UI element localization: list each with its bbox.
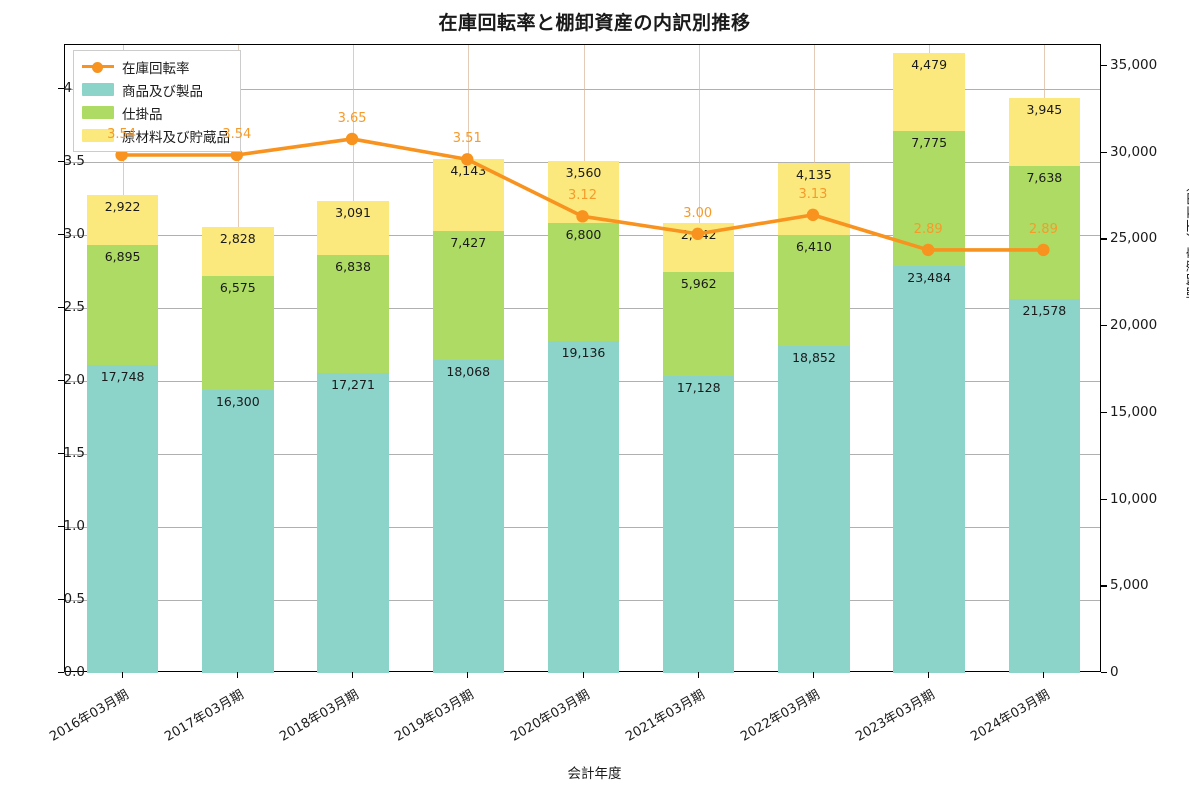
x-axis-tick-mark [582, 672, 584, 678]
legend-item[interactable]: 商品及び製品 [82, 80, 230, 100]
x-axis-tick-label: 2022年03月期 [738, 687, 823, 745]
y-axis-left-tick-label: 2.5 [63, 298, 85, 315]
x-axis-tick-mark [812, 672, 814, 678]
legend-color-swatch-icon [82, 129, 114, 142]
y-axis-right-tick-mark [1101, 151, 1107, 153]
legend-item-label: 商品及び製品 [122, 83, 203, 100]
y-axis-left-tick-mark [58, 87, 64, 90]
x-axis-tick-mark [1043, 672, 1045, 678]
y-axis-left-tick-mark [58, 306, 64, 309]
bar-segment [317, 254, 389, 374]
legend-item[interactable]: 原材料及び貯蔵品 [82, 126, 230, 146]
legend-item[interactable]: 仕掛品 [82, 103, 230, 123]
x-axis-tick-label: 2016年03月期 [46, 687, 132, 745]
x-axis-tick-label: 2017年03月期 [162, 687, 247, 745]
x-axis-tick-label: 2023年03月期 [853, 687, 938, 745]
bar-segment [893, 265, 965, 673]
bar-segment [317, 373, 389, 673]
bar-segment [778, 234, 850, 346]
y-axis-right-tick-label: 30,000 [1110, 143, 1158, 160]
y-axis-right-tick-label: 25,000 [1110, 230, 1158, 247]
y-axis-left-tick-label: 3.5 [63, 152, 85, 169]
legend-item-label: 仕掛品 [122, 106, 163, 123]
bar-segment [202, 276, 274, 391]
y-axis-left-tick-label: 2.0 [63, 371, 85, 388]
y-axis-left-tick-mark [58, 672, 64, 674]
x-axis-tick-label: 2024年03月期 [968, 687, 1053, 745]
y-axis-left-tick-mark [58, 452, 64, 455]
y-axis-left-tick-label: 3.0 [63, 225, 85, 242]
x-axis-tick-mark [352, 672, 354, 678]
y-axis-right-tick-mark [1101, 498, 1107, 500]
y-axis-right-tick-mark [1101, 238, 1107, 240]
y-axis-left-tick-label: 0.0 [63, 664, 85, 680]
legend-item-label: 原材料及び貯蔵品 [122, 129, 230, 146]
x-axis-tick-mark [121, 672, 123, 678]
x-axis-tick-label: 2018年03月期 [277, 687, 362, 745]
y-axis-right-tick-mark [1101, 325, 1107, 327]
y-axis-left-tick-label: 0.5 [63, 590, 85, 607]
y-axis-right-tick-label: 20,000 [1110, 317, 1158, 334]
y-axis-left-tick-label: 1.0 [63, 517, 85, 534]
bar-segment [778, 163, 850, 235]
bar-segment [547, 341, 620, 673]
x-axis-tick-label: 2020年03月期 [507, 687, 592, 745]
y-axis-right-tick-mark [1101, 411, 1107, 414]
y-axis-left-tick-mark [58, 233, 64, 236]
bar-segment [547, 161, 620, 224]
bar-segment [202, 390, 274, 673]
bar-segment [1008, 97, 1081, 167]
y-axis-right-tick-mark [1101, 585, 1107, 587]
y-axis-right-tick-label: 10,000 [1110, 490, 1158, 507]
x-axis-tick-mark [697, 672, 699, 678]
bar-segment [432, 158, 504, 231]
bar-segment [663, 272, 735, 376]
y-axis-right-tick-label: 0 [1110, 664, 1119, 680]
y-axis-right-label: 棚卸資産（百万円） [1186, 178, 1189, 301]
y-axis-left-tick-label: 1.5 [63, 444, 85, 461]
bar-segment [202, 227, 274, 277]
legend-item-label: 在庫回転率 [122, 60, 190, 77]
bar-segment [432, 230, 504, 360]
x-axis-tick-mark [236, 672, 238, 678]
gridline-horizontal [65, 88, 1100, 90]
x-axis-tick-mark [467, 672, 469, 678]
y-axis-right-tick-mark [1101, 672, 1107, 674]
legend-line-marker-icon [82, 60, 114, 73]
bar-segment [778, 345, 850, 673]
bar-segment [663, 375, 735, 673]
y-axis-right-tick-label: 5,000 [1110, 577, 1149, 594]
x-axis-label: 会計年度 [567, 766, 622, 782]
y-axis-right-tick-mark [1101, 64, 1107, 67]
bar-segment [1008, 298, 1081, 673]
y-axis-left-tick-mark [58, 525, 64, 528]
y-axis-right-tick-label: 15,000 [1110, 403, 1158, 420]
legend-color-swatch-icon [82, 106, 114, 119]
chart-legend: 在庫回転率商品及び製品 仕掛品原材料及び貯蔵品 [73, 50, 241, 152]
x-axis-tick-label: 2021年03月期 [622, 687, 708, 745]
legend-color-swatch-icon [82, 83, 114, 96]
bar-segment [893, 53, 965, 131]
chart-title: 在庫回転率と棚卸資産の内訳別推移 [438, 12, 751, 34]
y-axis-right-tick-label: 35,000 [1110, 56, 1158, 73]
y-axis-left-tick-mark [58, 160, 64, 163]
bar-segment [317, 201, 389, 255]
bar-segment [432, 359, 504, 673]
bar-segment [86, 245, 159, 366]
x-axis-tick-label: 2019年03月期 [392, 687, 477, 745]
x-axis-tick-mark [928, 672, 930, 678]
legend-item[interactable]: 在庫回転率 [82, 57, 230, 77]
bar-segment [893, 130, 965, 266]
y-axis-left-tick-mark [58, 598, 64, 601]
bar-segment [663, 223, 735, 273]
bar-segment [547, 223, 620, 341]
bar-segment [1008, 166, 1081, 299]
y-axis-left-tick-mark [58, 379, 64, 382]
bar-segment [86, 194, 159, 246]
bar-segment [86, 365, 159, 673]
